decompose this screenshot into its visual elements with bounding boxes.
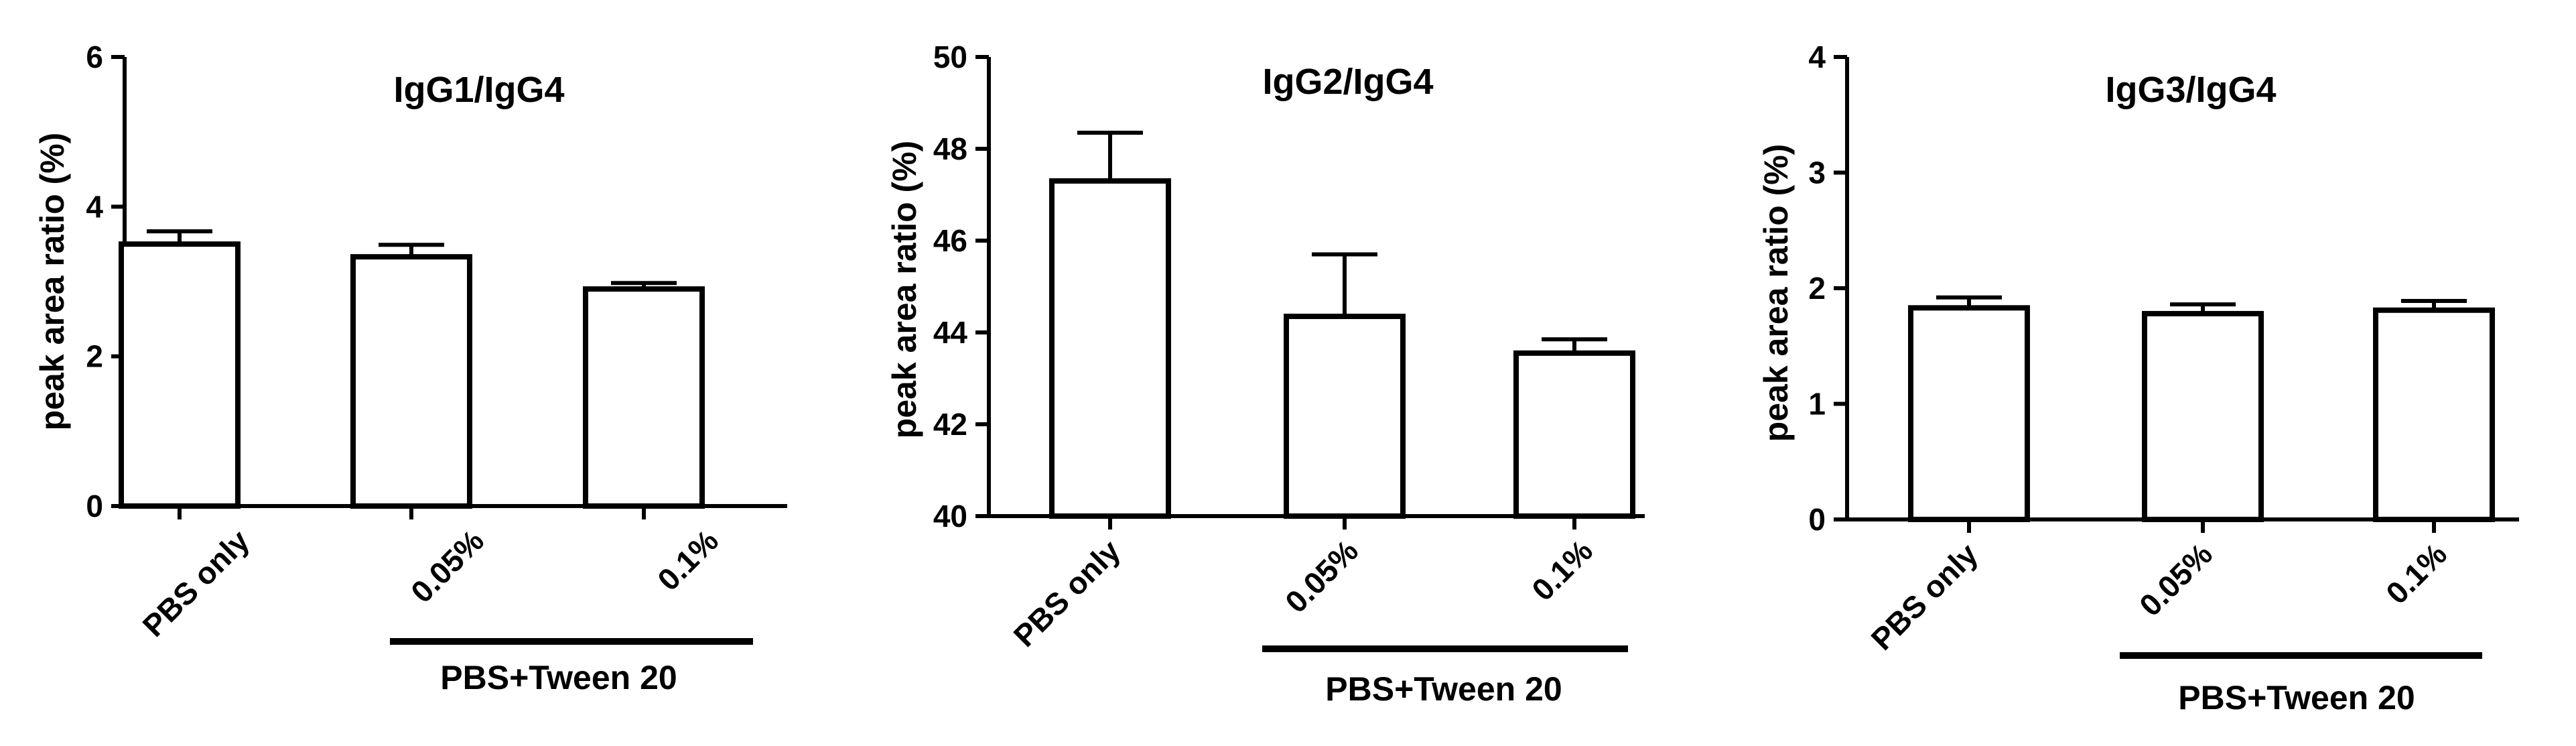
y-tick-label: 2 [86,339,103,374]
x-tick-label-2: 0.1% [2379,536,2453,611]
y-axis-label: peak area ratio (%) [886,141,923,439]
bars [1049,178,1635,519]
bar-2 [2373,307,2495,522]
y-tick-label: 48 [933,131,967,166]
chart-title: IgG1/IgG4 [393,70,564,110]
y-tick-marks [975,55,989,518]
y-tick-label: 0 [86,489,103,523]
chart-panel-igg3-igg4: 0 1 2 3 4 IgG3/IgG4 peak area ratio (%) PBS … [1757,40,2519,717]
y-tick-label: 50 [933,40,967,74]
group-label: PBS+Tween 20 [1325,670,1562,708]
x-tick-label-1: 0.05% [2132,536,2219,623]
bar-1 [1284,314,1406,519]
y-tick-label: 4 [86,189,103,224]
y-tick-label: 40 [933,499,967,534]
bar-0 [1908,305,2030,522]
chart-panel-igg1-igg4: 0 2 4 6 IgG1/IgG4 peak area ratio (%) PBS o… [33,40,787,696]
bar-0 [119,241,241,509]
y-tick-label: 0 [1808,502,1826,537]
group-label: PBS+Tween 20 [440,659,677,696]
y-tick-label: 2 [1808,271,1826,306]
bars [119,241,705,509]
group-label: PBS+Tween 20 [2178,679,2415,717]
bar-1 [2142,310,2264,522]
x-tick-label-2: 0.1% [1525,533,1599,607]
x-tick-label-0: PBS only [1007,533,1128,654]
x-tick-label-1: 0.05% [1278,533,1365,619]
chart-title: IgG2/IgG4 [1262,62,1433,102]
y-tick-label: 46 [933,223,967,258]
x-tick-label-1: 0.05% [404,523,490,609]
chart-title: IgG3/IgG4 [2105,70,2276,110]
y-tick-label: 42 [933,407,967,442]
y-tick-labels: 0 1 2 3 4 [1808,40,1826,537]
bar-2 [583,286,705,509]
error-bars [1077,131,1607,353]
bars [1908,305,2495,522]
y-axis-label: peak area ratio (%) [1757,144,1795,442]
y-axis-label: peak area ratio (%) [33,133,71,431]
x-tick-label-2: 0.1% [651,523,725,597]
y-tick-label: 4 [1808,40,1826,74]
x-tick-label-0: PBS only [136,523,257,643]
y-tick-label: 1 [1808,387,1826,422]
y-tick-label: 44 [933,315,968,350]
y-tick-label: 6 [86,40,103,74]
y-tick-label: 3 [1808,156,1826,190]
chart-panel-igg2-igg4: 40 42 44 46 48 50 IgG2/IgG4 peak area ratio (… [886,40,1645,708]
y-tick-marks [1834,55,1847,521]
y-tick-labels: 0 2 4 6 [86,40,103,523]
bar-1 [350,254,472,509]
y-tick-labels: 40 42 44 46 48 50 [933,40,968,534]
bar-0 [1049,178,1171,519]
x-tick-label-0: PBS only [1865,536,1985,657]
bar-2 [1513,350,1635,519]
